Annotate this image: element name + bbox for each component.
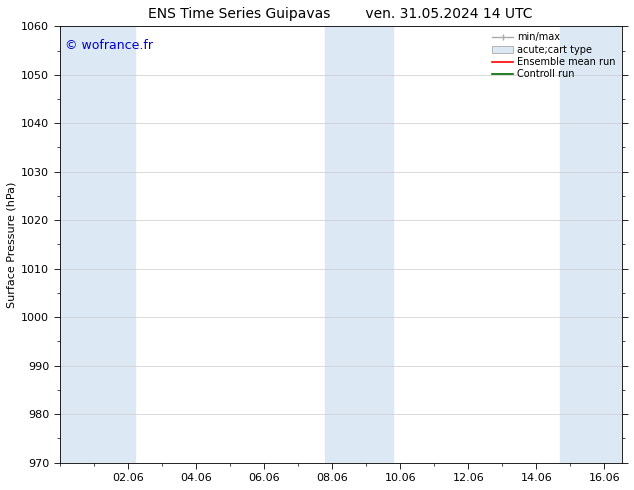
- Text: © wofrance.fr: © wofrance.fr: [65, 39, 153, 52]
- Bar: [325, 26, 393, 463]
- Title: ENS Time Series Guipavas        ven. 31.05.2024 14 UTC: ENS Time Series Guipavas ven. 31.05.2024…: [148, 7, 533, 21]
- Legend: min/max, acute;cart type, Ensemble mean run, Controll run: min/max, acute;cart type, Ensemble mean …: [488, 28, 619, 83]
- Y-axis label: Surface Pressure (hPa): Surface Pressure (hPa): [7, 181, 17, 308]
- Bar: [60, 26, 134, 463]
- Bar: [560, 26, 621, 463]
